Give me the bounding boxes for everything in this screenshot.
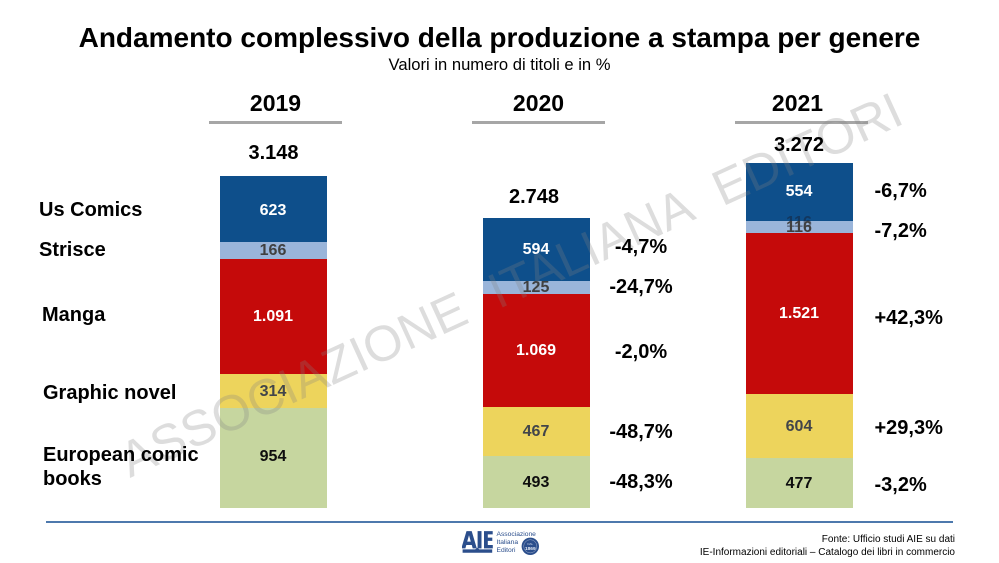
svg-text:DAL: DAL bbox=[527, 542, 533, 546]
svg-text:Associazione: Associazione bbox=[497, 531, 537, 538]
svg-text:Editori: Editori bbox=[497, 547, 516, 554]
svg-text:Italiana: Italiana bbox=[497, 539, 519, 546]
svg-text:1869: 1869 bbox=[525, 546, 536, 552]
